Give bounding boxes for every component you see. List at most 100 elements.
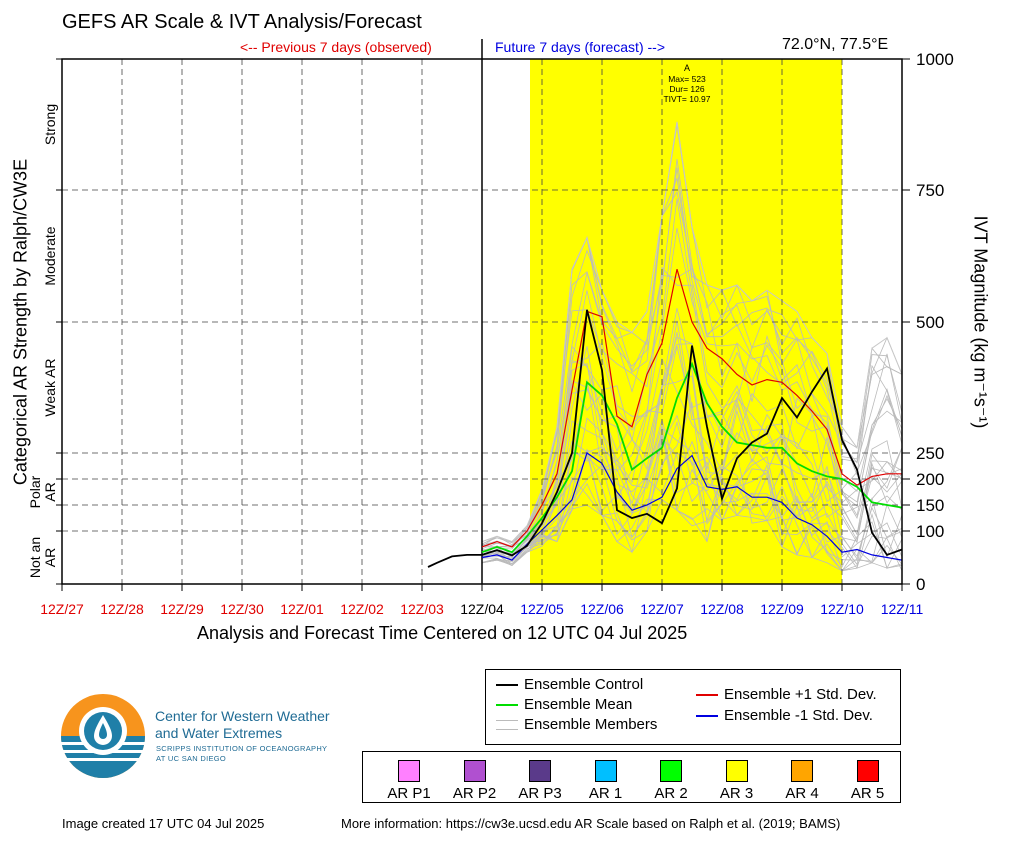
y-tick-label: 750	[916, 181, 944, 200]
x-tick-label: 12Z/07	[640, 601, 684, 617]
cw3e-logo	[60, 693, 146, 779]
ar-scale-label: AR 5	[850, 785, 885, 802]
ar-scale-item: AR 2	[640, 760, 702, 802]
y-tick-label: 100	[916, 522, 944, 541]
ensemble-member-line	[481, 476, 903, 572]
org-subtitle-line1: SCRIPPS INSTITUTION OF OCEANOGRAPHY	[156, 744, 328, 753]
ensemble-member-line	[481, 158, 903, 547]
ensemble-member-line	[481, 418, 903, 567]
ar-scale-label: AR 3	[719, 785, 754, 802]
ensemble-control-line	[427, 309, 903, 568]
ar-scale-item: AR 1	[575, 760, 637, 802]
legend-mean-swatch	[496, 703, 518, 706]
org-name-line2: and Water Extremes	[155, 725, 283, 741]
category-label: Strong	[42, 104, 58, 145]
ensemble-member-line	[481, 198, 903, 550]
legend-control-swatch	[496, 683, 518, 686]
ar-scale-label: AR P2	[452, 785, 497, 802]
legend-members: Ensemble Members	[496, 716, 657, 733]
ensemble-member-line	[481, 167, 903, 547]
y-tick-label: 150	[916, 496, 944, 515]
y-axis-left-title: Categorical AR Strength by Ralph/CW3E	[10, 158, 31, 486]
minus-std-line	[481, 452, 903, 561]
chart-title: GEFS AR Scale & IVT Analysis/Forecast	[62, 11, 422, 33]
legend-members-label: Ensemble Members	[524, 716, 658, 733]
more-info-text: More information: https://cw3e.ucsd.edu …	[341, 816, 841, 831]
ar-scale-label: AR P3	[518, 785, 562, 802]
x-tick-label: 12Z/10	[820, 601, 864, 617]
future-days-label: Future 7 days (forecast) -->	[495, 39, 666, 55]
x-tick-label: 12Z/03	[400, 601, 444, 617]
x-tick-label: 12Z/02	[340, 601, 384, 617]
ar-scale-swatch	[856, 760, 879, 782]
ar-scale-item: AR 5	[837, 760, 899, 802]
ar-scale-legend: AR P1 AR P2 AR P3 AR 1 AR 2 AR 3 AR 4 AR 5	[362, 751, 901, 803]
org-subtitle-line2: AT UC SAN DIEGO	[156, 754, 227, 763]
x-tick-label: 12Z/01	[280, 601, 324, 617]
ar-scale-label: AR 4	[785, 785, 819, 802]
y-tick-label: 500	[916, 313, 944, 332]
series-legend: Ensemble Control Ensemble Mean Ensemble …	[485, 669, 901, 745]
ensemble-member-line	[481, 475, 903, 572]
ar-scale-item: AR 4	[771, 760, 833, 802]
legend-minus-label: Ensemble -1 Std. Dev.	[724, 707, 873, 724]
ar-scale-swatch	[398, 760, 420, 782]
ar-event-label: A	[684, 63, 690, 73]
ar-scale-swatch	[463, 760, 486, 782]
image-created-text: Image created 17 UTC 04 Jul 2025	[62, 816, 265, 831]
previous-days-label: <-- Previous 7 days (observed)	[240, 39, 432, 55]
x-tick-label: 12Z/30	[220, 601, 264, 617]
x-tick-label: 12Z/27	[40, 601, 84, 617]
org-name-line1: Center for Western Weather	[155, 708, 330, 724]
legend-minus-std: Ensemble -1 Std. Dev.	[696, 707, 873, 724]
x-tick-label: 12Z/04	[460, 601, 504, 617]
ar-scale-swatch	[660, 760, 682, 782]
x-tick-label: 12Z/06	[580, 601, 624, 617]
legend-mean: Ensemble Mean	[496, 696, 632, 713]
category-label: Weak AR	[42, 358, 58, 416]
category-label: Moderate	[42, 226, 58, 285]
ar-scale-item: AR P2	[444, 760, 506, 802]
y-tick-label: 250	[916, 444, 944, 463]
x-tick-label: 12Z/08	[700, 601, 744, 617]
legend-mean-label: Ensemble Mean	[524, 696, 633, 713]
y-tick-label: 1000	[916, 50, 954, 69]
x-tick-label: 12Z/11	[881, 601, 924, 617]
ar-scale-item: AR P1	[378, 760, 440, 802]
y-tick-label: 200	[916, 470, 944, 489]
x-tick-label: 12Z/29	[160, 601, 204, 617]
legend-plus-std: Ensemble +1 Std. Dev.	[696, 686, 877, 703]
category-label: Polar	[27, 475, 43, 508]
members-upper-envelope	[481, 121, 903, 543]
x-tick-label: 12Z/05	[520, 601, 564, 617]
ar-event-stat: Max= 523	[668, 74, 706, 84]
x-tick-label: 12Z/28	[100, 601, 144, 617]
y-tick-label: 0	[916, 575, 925, 594]
ar-scale-swatch	[791, 760, 813, 782]
legend-control: Ensemble Control	[496, 676, 643, 693]
legend-minus-swatch	[696, 714, 718, 717]
ensemble-member-line	[481, 425, 903, 572]
plus-std-line	[481, 269, 902, 548]
ar-event-stat: Dur= 126	[669, 84, 704, 94]
ar-scale-item: AR 3	[706, 760, 768, 802]
ar-scale-swatch	[725, 760, 748, 782]
ensemble-member-line	[481, 450, 903, 572]
category-label: AR	[42, 548, 58, 567]
ensemble-member-line	[481, 228, 903, 548]
category-label: Not an	[27, 537, 43, 578]
ar-scale-label: AR 2	[654, 785, 688, 802]
legend-control-label: Ensemble Control	[524, 676, 644, 693]
ar-scale-label: AR P1	[387, 785, 431, 802]
y-axis-right-title: IVT Magnitude (kg m⁻¹s⁻¹)	[970, 215, 991, 429]
legend-plus-swatch	[696, 693, 718, 696]
ensemble-member-line	[481, 336, 903, 559]
location-coordinates: 72.0°N, 77.5°E	[782, 36, 889, 53]
x-tick-label: 12Z/09	[760, 601, 804, 617]
ar-event-stat: TIVT= 10.97	[663, 94, 710, 104]
ensemble-member-line	[481, 266, 903, 551]
x-axis-title: Analysis and Forecast Time Centered on 1…	[197, 623, 688, 643]
ar-event-band	[530, 59, 842, 584]
legend-members-swatch	[496, 719, 518, 730]
